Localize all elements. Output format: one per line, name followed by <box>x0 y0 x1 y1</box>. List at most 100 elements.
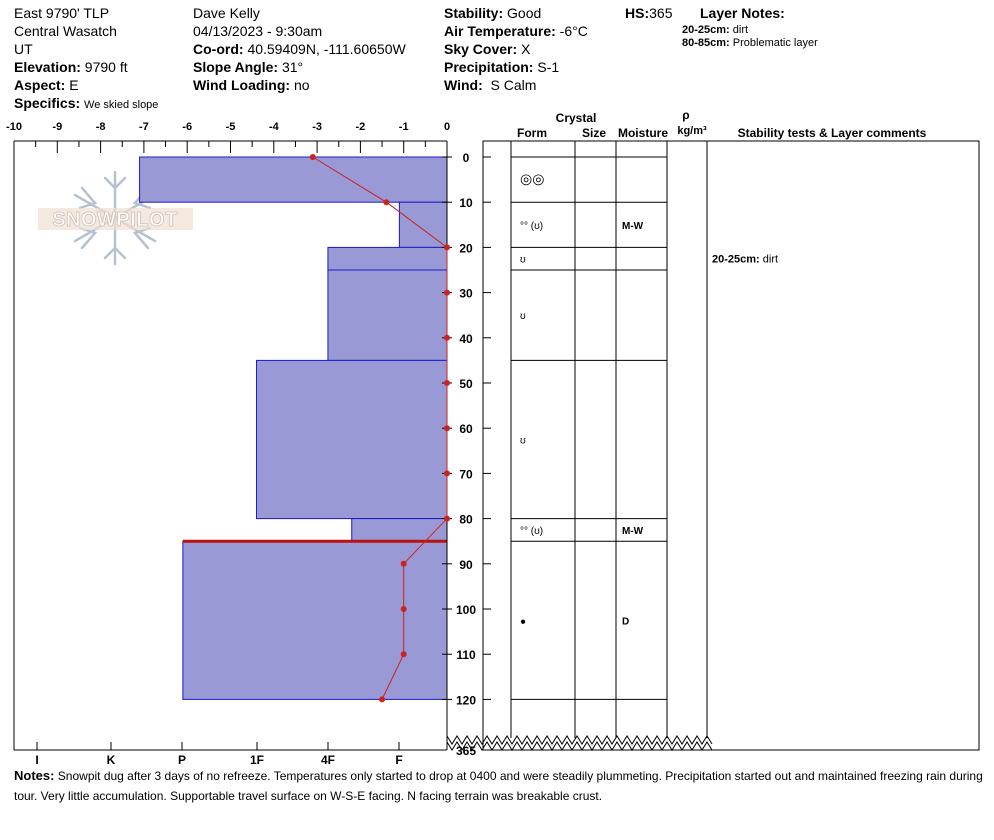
crystal-form-1: °° (ʊ) <box>520 221 543 232</box>
temperature-point <box>309 154 316 160</box>
temp-tick-label: -3 <box>312 121 322 133</box>
depth-tick-label: 70 <box>459 467 473 481</box>
hardness-layer-0 <box>139 156 448 203</box>
hardness-tick-label: I <box>35 753 38 765</box>
depth-tick-label: 100 <box>456 603 476 617</box>
slope-value: 31° <box>281 59 304 75</box>
elevation-value: 9790 ft <box>84 59 128 75</box>
aspect-label: Aspect: <box>14 77 66 93</box>
depth-tick-label: 90 <box>459 558 473 572</box>
wind-field: Wind: S Calm <box>444 76 536 94</box>
wind-loading-label: Wind Loading: <box>193 77 291 93</box>
depth-tick-label: 110 <box>456 648 476 662</box>
observer-name: Dave Kelly <box>193 5 260 21</box>
temp-tick-label: -8 <box>96 121 106 133</box>
depth-tick-label: 0 <box>463 151 470 165</box>
temp-tick-label: -9 <box>52 121 62 133</box>
precip-value: S-1 <box>537 59 560 75</box>
moisture-header: Moisture <box>618 126 668 140</box>
snow-profile-chart: SNOWPILOT -10 -9 -8 -7 -6 -5 -4 -3 -2 -1 001020304… <box>6 108 980 765</box>
break-zigzag-2 <box>446 741 713 751</box>
stability-label: Stability: <box>444 5 504 21</box>
precip-field: Precipitation: S-1 <box>444 58 559 76</box>
hardness-layer-3 <box>327 269 448 361</box>
state-name: UT <box>14 41 33 57</box>
layer-note-1: 20-25cm: dirt <box>682 24 749 36</box>
coord-field: Co-ord: 40.59409N, -111.60650W <box>193 40 406 58</box>
slope-label: Slope Angle: <box>193 59 279 75</box>
notes: Notes: Snowpit dug after 3 days of no re… <box>14 766 984 806</box>
form-header: Form <box>517 126 547 140</box>
layer-notes-label: Layer Notes: <box>700 5 785 21</box>
hardness-tick-label: K <box>107 753 116 765</box>
depth-tick-label: 120 <box>456 693 476 707</box>
stability-tests-header: Stability tests & Layer comments <box>738 126 927 140</box>
hs-label: HS: <box>625 5 650 21</box>
depth-tick-label: 30 <box>459 287 473 301</box>
hs-value: 365 <box>649 5 673 21</box>
air-temp-field: Air Temperature: -6°C <box>444 22 588 40</box>
hardness-tick-label: F <box>395 753 402 765</box>
crystal-form-2: ʊ <box>520 255 526 266</box>
aspect-value: E <box>69 77 79 93</box>
hardness-layer-6 <box>182 540 448 700</box>
precip-label: Precipitation: <box>444 59 534 75</box>
hardness-tick-label: P <box>178 753 186 765</box>
crystal-form-4: ʊ <box>520 436 526 447</box>
temp-tick-label: -4 <box>269 121 280 133</box>
crystal-form-0: ◎◎ <box>520 171 544 187</box>
density-unit-header: kg/m³ <box>677 125 707 137</box>
slope-field: Slope Angle: 31° <box>193 58 303 76</box>
depth-tick-label: 50 <box>459 377 473 391</box>
temp-tick-label: -7 <box>139 121 149 133</box>
temperature-point <box>379 696 386 703</box>
sky-field: Sky Cover: X <box>444 40 530 58</box>
moisture-6: D <box>622 616 629 627</box>
depth-tick-label: 80 <box>459 513 473 527</box>
observation-datetime: 04/13/2023 - 9:30am <box>193 23 323 39</box>
specifics-label: Specifics: <box>14 95 81 111</box>
specifics-value: We skied slope <box>84 99 159 111</box>
aspect-field: Aspect: E <box>14 76 79 94</box>
coord-value: 40.59409N, -111.60650W <box>247 41 406 57</box>
temperature-point <box>383 199 390 206</box>
rho-header: ρ <box>682 108 689 122</box>
temperature-point <box>444 515 450 522</box>
temperature-point <box>444 470 450 477</box>
logo-text: SNOWPILOT <box>52 209 178 231</box>
temperature-point <box>400 606 407 612</box>
site-name: East 9790' TLP <box>14 5 110 21</box>
hs-field: HS:365 <box>625 4 672 22</box>
temp-tick-label: -2 <box>356 121 366 133</box>
depth-tick-label: 10 <box>459 196 473 210</box>
layer-comment-0: 20-25cm: dirt <box>712 254 778 266</box>
range-name: Central Wasatch <box>14 23 117 39</box>
hardness-layer-5 <box>351 518 448 542</box>
depth-tick-label: 20 <box>459 241 473 255</box>
wind-loading-field: Wind Loading: no <box>193 76 310 94</box>
hardness-tick-label: 4F <box>321 753 335 765</box>
depth-bottom-label: 365 <box>456 744 476 758</box>
temperature-point <box>444 425 450 432</box>
break-zigzag-1 <box>446 735 713 745</box>
temperature-point <box>444 380 450 386</box>
temp-tick-label: -6 <box>182 121 192 133</box>
hardness-layer-2 <box>327 246 448 271</box>
air-temp-value: -6°C <box>559 23 588 39</box>
moisture-1: M-W <box>622 221 644 232</box>
depth-tick-label: 40 <box>459 332 473 346</box>
notes-text: Snowpit dug after 3 days of no refreeze.… <box>14 769 983 803</box>
temp-tick-label: 0 <box>444 121 450 133</box>
wind-label: Wind: <box>444 77 483 93</box>
depth-tick-label: 60 <box>459 422 473 436</box>
sky-label: Sky Cover: <box>444 41 518 57</box>
size-header: Size <box>582 126 606 140</box>
wind-value: S Calm <box>490 77 537 93</box>
temperature-point <box>400 651 407 658</box>
temperature-point <box>444 289 450 296</box>
hardness-layer-1 <box>398 201 448 248</box>
temperature-point <box>444 334 450 341</box>
stability-field: Stability: Good <box>444 4 541 22</box>
air-temp-label: Air Temperature: <box>444 23 556 39</box>
temp-tick-label: -10 <box>6 121 22 133</box>
